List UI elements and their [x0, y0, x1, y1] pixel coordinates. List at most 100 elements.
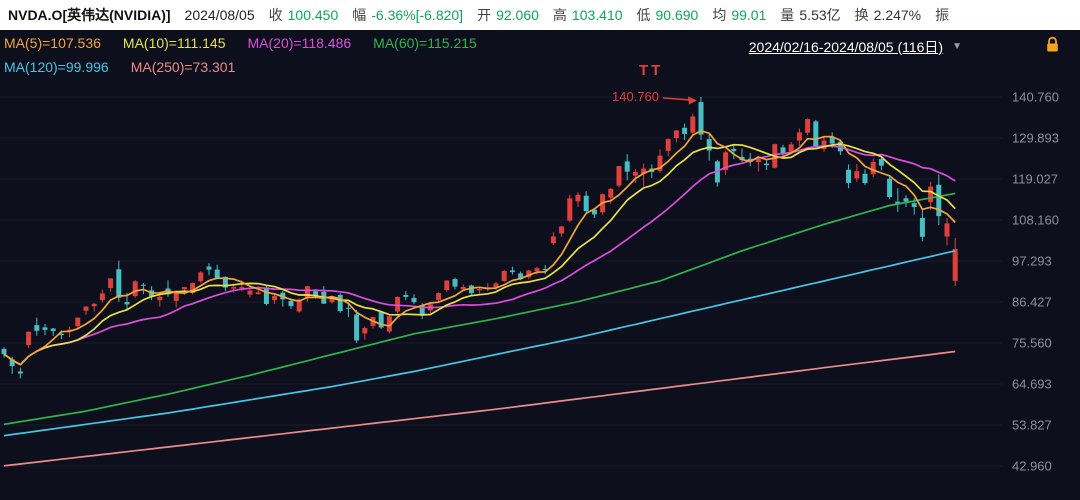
candle: [632, 172, 638, 176]
candle: [58, 333, 64, 336]
quote-field-label: 收: [268, 7, 283, 23]
candle: [944, 223, 950, 237]
candle: [75, 317, 81, 327]
candle: [419, 305, 425, 315]
candle: [263, 287, 269, 304]
candle: [354, 314, 360, 341]
candle: [624, 161, 630, 172]
candle: [140, 284, 146, 286]
candle: [124, 302, 130, 305]
candle: [911, 203, 917, 207]
candle: [362, 328, 368, 334]
quote-field-value: 99.01: [731, 7, 767, 23]
chart-area[interactable]: 140.760 129.893 119.027 108.160 97.293 86.427…: [0, 30, 1080, 500]
candle: [706, 139, 712, 151]
y-axis-label: 86.427: [1012, 295, 1052, 310]
y-axis-label: 119.027: [1012, 172, 1058, 187]
quote-field-label: 量: [780, 7, 795, 23]
candle: [542, 268, 548, 270]
quote-field-value: 2.247%: [873, 7, 922, 23]
candle: [198, 272, 204, 282]
y-axis-label: 64.693: [1012, 377, 1052, 392]
ma-line-ma5: [3, 130, 956, 366]
candle: [272, 296, 278, 301]
candle: [239, 287, 245, 289]
candle: [698, 102, 704, 135]
candle: [108, 278, 114, 289]
candle: [821, 140, 827, 149]
candle: [485, 287, 491, 289]
candle: [288, 301, 294, 307]
y-axis-label: 97.293: [1012, 254, 1052, 269]
quote-field-label: 换: [854, 7, 869, 23]
candle: [181, 287, 187, 290]
quote-field-value: 100.450: [287, 7, 339, 23]
candle: [878, 159, 884, 166]
candle: [657, 155, 663, 171]
date-range-selector[interactable]: 2024/02/16-2024/08/05 (116日) ▼: [749, 37, 962, 57]
candle: [403, 294, 409, 297]
candle: [780, 147, 786, 154]
candle: [247, 290, 253, 295]
candle: [928, 186, 934, 203]
quote-field-label: 均: [712, 7, 727, 23]
quote-field-value: 90.690: [655, 7, 699, 23]
candle: [854, 171, 860, 179]
peak-price-annotation: 140.760: [612, 89, 659, 104]
candle: [509, 270, 515, 273]
candle: [534, 268, 540, 272]
y-axis-label: 140.760: [1012, 90, 1059, 105]
candlestick-chart[interactable]: 140.760 129.893 119.027 108.160 97.293 86.427…: [0, 30, 1080, 500]
candle: [805, 119, 811, 133]
candle: [214, 269, 220, 279]
candle: [468, 285, 474, 294]
candle: [755, 159, 761, 163]
candle: [116, 269, 122, 298]
candle: [132, 281, 138, 297]
quote-field-high: 高 103.410: [553, 5, 623, 25]
lock-icon[interactable]: [1045, 36, 1060, 53]
candle: [813, 121, 819, 148]
candle: [952, 249, 958, 281]
candle: [788, 144, 794, 152]
candle: [83, 306, 89, 311]
date-range-text[interactable]: 2024/02/16-2024/08/05 (116日): [748, 39, 944, 55]
y-axis-label: 75.560: [1012, 336, 1052, 351]
quote-field-value: 5.53亿: [799, 7, 841, 23]
ma-line-ma20: [3, 145, 956, 366]
event-marker-icon: ТТ: [639, 62, 663, 79]
candle: [829, 137, 835, 144]
candle: [99, 293, 105, 301]
candle: [17, 371, 23, 374]
candle: [591, 209, 597, 215]
candle: [682, 127, 688, 134]
quote-field-label: 幅: [352, 7, 367, 23]
candle: [567, 198, 573, 221]
candle: [559, 226, 565, 234]
candle: [518, 273, 524, 280]
quote-field-label: 振: [935, 7, 950, 23]
candle: [550, 236, 556, 244]
candle: [460, 287, 466, 290]
candle: [9, 359, 15, 366]
candle: [91, 303, 97, 307]
candle: [608, 188, 614, 198]
candle: [665, 139, 671, 151]
candle: [222, 276, 228, 288]
candle: [444, 280, 450, 290]
candle: [477, 289, 483, 291]
quote-field-value: 103.410: [571, 7, 623, 23]
candle: [1, 348, 7, 355]
candle: [895, 201, 901, 205]
candle: [395, 297, 401, 312]
candle: [337, 294, 343, 311]
chevron-down-icon[interactable]: ▼: [952, 41, 962, 52]
candle: [616, 166, 622, 186]
quote-field-low: 低 90.690: [637, 5, 699, 25]
candle: [452, 279, 458, 287]
ma-line-ma120: [3, 249, 956, 437]
candle: [641, 168, 647, 174]
candle: [493, 283, 499, 287]
quote-field-close: 收 100.450: [269, 5, 339, 25]
candle: [501, 271, 507, 281]
